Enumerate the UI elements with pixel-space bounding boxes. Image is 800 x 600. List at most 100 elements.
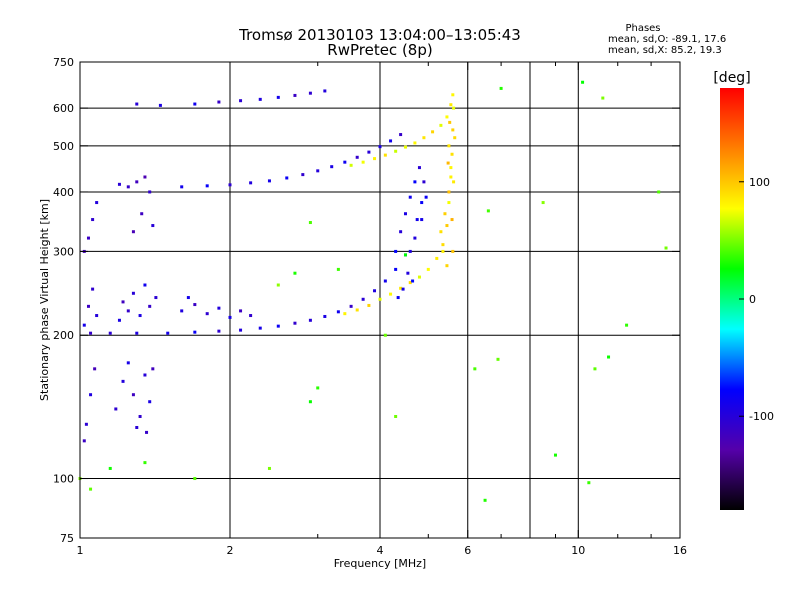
- x-axis-label: Frequency [MHz]: [334, 557, 426, 570]
- data-point: [217, 329, 221, 333]
- data-point: [447, 190, 451, 194]
- phase-stats-o: mean, sd,O: -89.1, 17.6: [608, 34, 726, 45]
- y-tick-label: 400: [53, 186, 74, 199]
- data-point: [126, 309, 130, 313]
- data-point: [399, 286, 403, 290]
- data-point: [143, 373, 147, 377]
- data-point: [180, 185, 184, 189]
- phase-stats-heading: Phases: [625, 23, 660, 34]
- data-point: [593, 367, 597, 371]
- x-tick-label: 6: [464, 544, 471, 557]
- data-point: [193, 330, 197, 334]
- data-point: [186, 296, 190, 300]
- data-point: [308, 318, 312, 322]
- data-point: [383, 333, 387, 337]
- data-point: [285, 176, 289, 180]
- data-point: [581, 80, 585, 84]
- data-point: [445, 224, 449, 228]
- data-point: [267, 179, 271, 183]
- x-tick-label: 1: [77, 544, 84, 557]
- data-point: [343, 312, 347, 316]
- data-point: [378, 297, 382, 301]
- data-point: [316, 386, 320, 390]
- data-point: [378, 145, 382, 149]
- data-point: [131, 393, 135, 397]
- data-point: [143, 461, 147, 465]
- data-point: [441, 243, 445, 247]
- data-point: [121, 300, 125, 304]
- phase-stats-x: mean, sd,X: 85.2, 19.3: [608, 45, 722, 56]
- y-tick-label: 500: [53, 140, 74, 153]
- data-point: [143, 175, 147, 179]
- data-point: [473, 367, 477, 371]
- data-point: [316, 169, 320, 173]
- x-tick-label: 4: [377, 544, 384, 557]
- data-point: [138, 414, 142, 418]
- data-point: [193, 477, 197, 481]
- data-point: [91, 287, 95, 291]
- data-point: [276, 324, 280, 328]
- data-point: [424, 195, 428, 199]
- data-point: [541, 201, 545, 205]
- data-point: [148, 190, 152, 194]
- data-point: [601, 96, 605, 100]
- colorbar-tick-label: -100: [749, 410, 774, 423]
- colorbar-tick-label: 100: [749, 176, 770, 189]
- data-point: [451, 93, 455, 97]
- data-point: [394, 149, 398, 153]
- data-point: [293, 93, 297, 97]
- data-point: [228, 183, 232, 187]
- data-point: [117, 318, 121, 322]
- data-point: [93, 367, 97, 371]
- data-point: [267, 466, 271, 470]
- data-point: [217, 100, 221, 104]
- data-point: [417, 166, 421, 170]
- data-point: [417, 275, 421, 279]
- data-point: [452, 180, 456, 184]
- data-point: [389, 139, 393, 143]
- data-point: [408, 281, 412, 285]
- data-point: [486, 209, 490, 213]
- data-point: [91, 218, 95, 222]
- data-point: [276, 283, 280, 287]
- data-point: [330, 165, 334, 169]
- data-point: [445, 115, 449, 119]
- data-point: [403, 212, 407, 216]
- colorbar-tick-label: 0: [749, 293, 756, 306]
- data-point: [445, 264, 449, 268]
- data-point: [239, 99, 243, 103]
- data-point: [308, 91, 312, 95]
- data-point: [193, 303, 197, 307]
- data-point: [399, 230, 403, 234]
- y-tick-label: 75: [60, 532, 74, 545]
- data-point: [441, 249, 445, 253]
- data-point: [117, 182, 121, 186]
- data-point: [657, 190, 661, 194]
- data-point: [126, 185, 130, 189]
- y-tick-label: 750: [53, 56, 74, 69]
- data-point: [415, 218, 419, 222]
- chart-title: Tromsø 20130103 13:04:00–13:05:43: [238, 26, 521, 44]
- data-point: [131, 230, 135, 234]
- data-point: [135, 102, 139, 106]
- data-point: [108, 331, 112, 335]
- y-tick-label: 200: [53, 329, 74, 342]
- data-point: [367, 303, 371, 307]
- data-point: [452, 106, 456, 110]
- data-point: [276, 95, 280, 99]
- data-point: [587, 481, 591, 485]
- data-point: [131, 291, 135, 295]
- data-point: [553, 453, 557, 457]
- data-point: [496, 357, 500, 361]
- data-point: [355, 308, 359, 312]
- data-point: [308, 221, 312, 225]
- data-point: [499, 86, 503, 90]
- data-point: [89, 487, 93, 491]
- data-point: [664, 246, 668, 250]
- data-point: [95, 314, 99, 318]
- data-point: [401, 287, 405, 291]
- data-point: [413, 141, 417, 145]
- data-point: [451, 249, 455, 253]
- data-point: [336, 267, 340, 271]
